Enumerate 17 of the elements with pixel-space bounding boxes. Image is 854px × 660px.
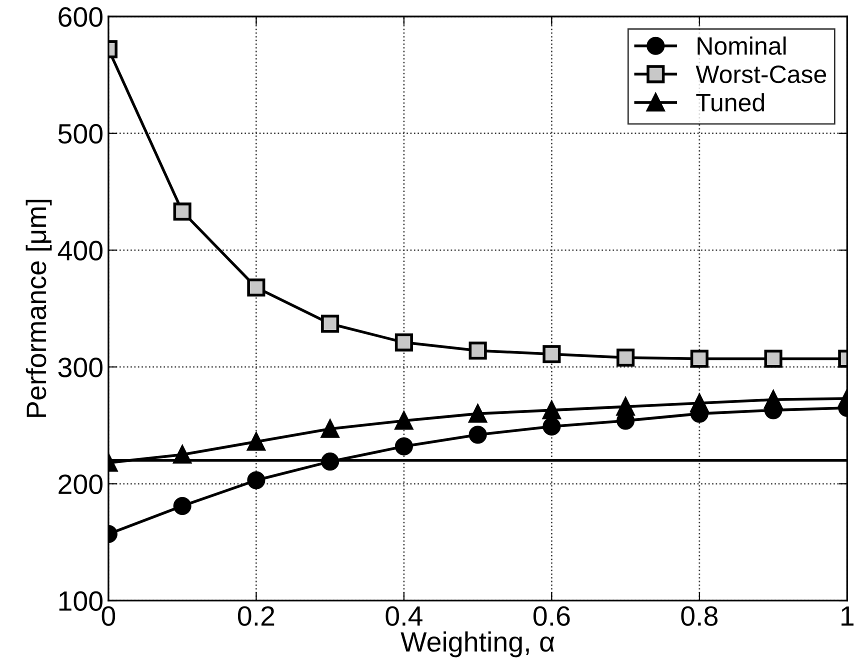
x-tick-label: 0.2 — [238, 606, 274, 626]
y-tick-label: 300 — [58, 358, 103, 378]
y-tick-label: 200 — [58, 474, 103, 494]
y-tick-label: 500 — [58, 124, 103, 144]
x-tick-label: 1 — [842, 606, 854, 626]
y-axis-title: Performance [μm] — [26, 200, 52, 417]
legend-label: Worst-Case — [696, 65, 826, 84]
x-tick-label: 0 — [102, 606, 116, 626]
x-axis-title: Weighting, α — [400, 631, 554, 658]
y-tick-label: 100 — [59, 591, 103, 611]
y-tick-label: 600 — [58, 7, 103, 27]
x-tick-label: 0.4 — [386, 606, 422, 626]
x-tick-label: 0.8 — [681, 606, 718, 626]
x-tick-label: 0.6 — [533, 606, 570, 626]
legend-label: Nominal — [698, 36, 786, 55]
legend-label: Tuned — [696, 93, 764, 112]
y-tick-label: 400 — [58, 240, 103, 260]
